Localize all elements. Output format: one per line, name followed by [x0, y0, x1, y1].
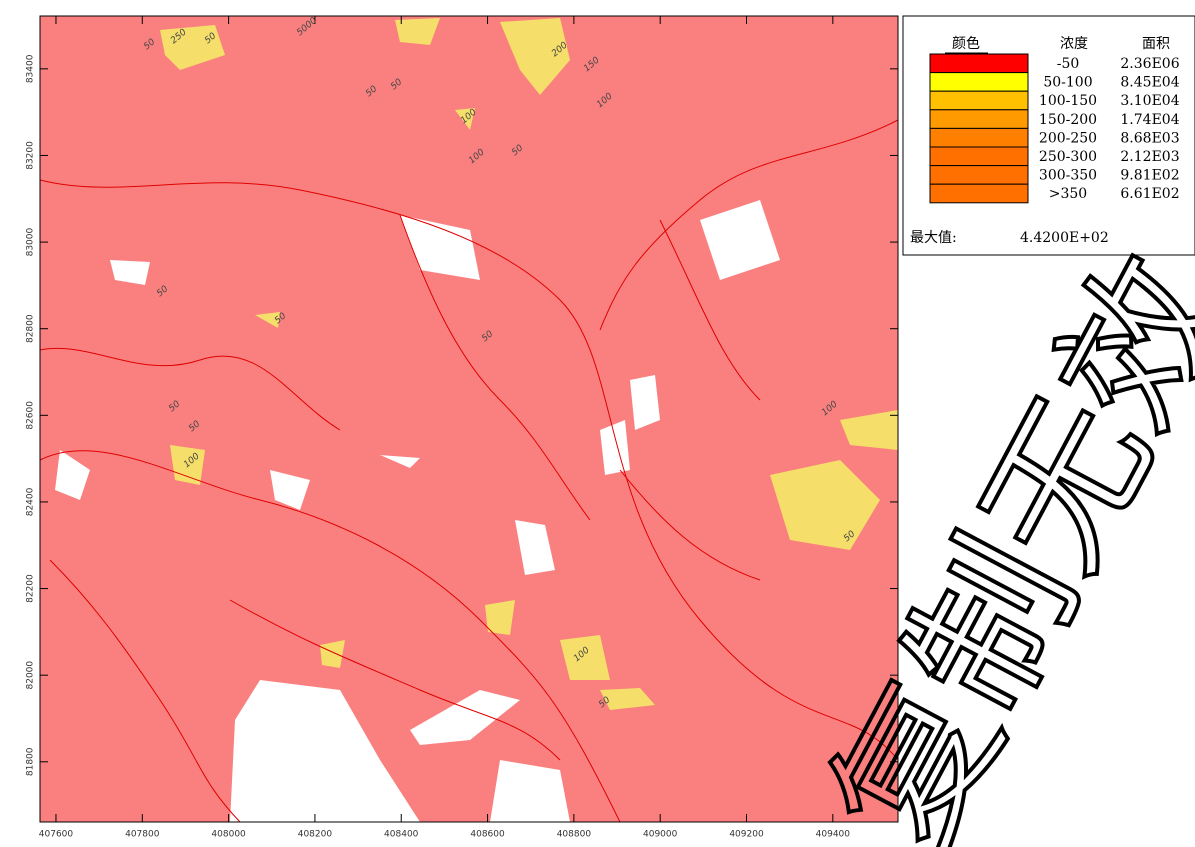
legend-swatch — [930, 91, 1028, 110]
legend-range: 300-350 — [1039, 168, 1097, 184]
y-tick-label: 83000 — [26, 227, 36, 256]
x-tick-label: 408400 — [384, 830, 419, 840]
y-tick-label: 82600 — [26, 401, 36, 430]
legend-area: 8.68E03 — [1120, 130, 1179, 146]
x-tick-label: 407800 — [125, 830, 160, 840]
legend-range: >350 — [1049, 186, 1087, 202]
legend-range: 250-300 — [1039, 149, 1097, 165]
legend-range: 150-200 — [1039, 112, 1097, 128]
page: 407600 407800 408000 408200 408400 408600 4088… — [0, 0, 1195, 847]
x-tick-label: 408200 — [298, 830, 333, 840]
legend-swatch — [930, 110, 1028, 129]
legend-area: 9.81E02 — [1120, 168, 1179, 184]
legend-header: 面积 — [1142, 36, 1170, 52]
legend-area: 3.10E04 — [1120, 93, 1179, 109]
legend-swatch — [930, 73, 1028, 92]
legend-area: 2.36E06 — [1120, 56, 1179, 72]
x-tick-label: 409200 — [729, 830, 764, 840]
x-tick-label: 408000 — [211, 830, 246, 840]
y-tick-label: 81800 — [26, 747, 36, 776]
legend-area: 8.45E04 — [1120, 75, 1179, 91]
y-tick-label: 83400 — [26, 54, 36, 83]
x-tick-label: 408600 — [470, 830, 505, 840]
y-tick-label: 82400 — [26, 487, 36, 516]
x-tick-label: 407600 — [39, 830, 74, 840]
y-tick-label: 82000 — [26, 661, 36, 690]
legend-swatch — [930, 166, 1028, 185]
legend-area: 2.12E03 — [1120, 149, 1179, 165]
x-tick-label: 409400 — [816, 830, 851, 840]
legend-range: 50-100 — [1043, 75, 1092, 91]
legend-swatch — [930, 54, 1028, 73]
max-label: 最大值: — [910, 230, 957, 246]
legend-swatch — [930, 128, 1028, 147]
legend-range: -50 — [1057, 56, 1080, 72]
legend-header: 颜色 — [952, 35, 980, 52]
legend-range: 200-250 — [1039, 130, 1097, 146]
legend-swatch — [930, 147, 1028, 166]
y-tick-label: 83200 — [26, 141, 36, 170]
x-tick-label: 409000 — [643, 830, 678, 840]
x-tick-label: 408800 — [557, 830, 592, 840]
y-tick-label: 82800 — [26, 314, 36, 343]
y-tick-label: 82200 — [26, 574, 36, 603]
legend-swatch — [930, 184, 1028, 203]
legend-area: 6.61E02 — [1120, 186, 1179, 202]
legend-header: 浓度 — [1060, 36, 1088, 52]
legend-range: 100-150 — [1039, 93, 1097, 109]
legend-area: 1.74E04 — [1120, 112, 1179, 128]
